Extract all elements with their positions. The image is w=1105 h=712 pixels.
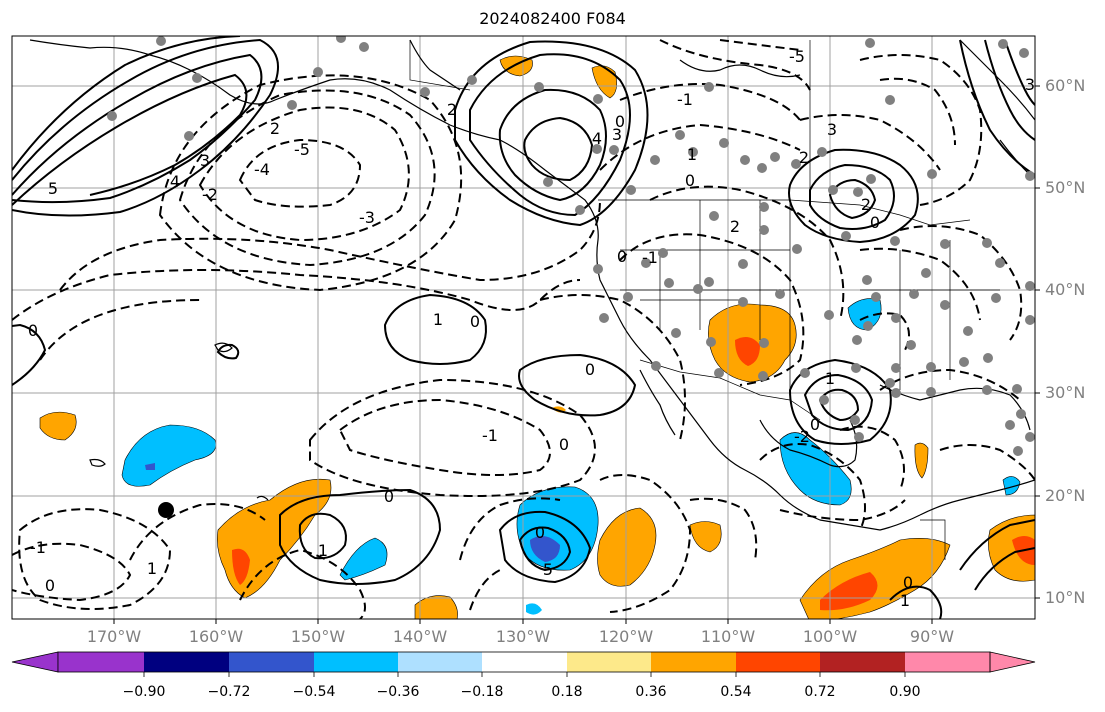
contour-label: 3 <box>612 125 622 144</box>
contour-label-group: 5 4 3 2 -5 -4 -3 -2 0 1 0 0 -1 0 1 0 -1 … <box>28 47 1035 610</box>
colorbar <box>11 651 1036 677</box>
contour-label: 1 <box>900 591 910 610</box>
contour-label: -1 <box>642 248 658 267</box>
contour-label: 1 <box>147 559 157 578</box>
colorbar-segment <box>567 652 651 672</box>
lon-label: 90°W <box>909 627 955 646</box>
contour-label: 2 <box>447 100 457 119</box>
highlight-station-marker <box>158 502 174 518</box>
positive-anomaly-fills <box>39 55 1035 619</box>
colorbar-segment <box>314 652 398 672</box>
colorbar-segment <box>820 652 905 672</box>
station-markers <box>107 36 1035 456</box>
contour-label: -1 <box>482 426 498 445</box>
contour-label: -1 <box>677 90 693 109</box>
lon-label: 130°W <box>495 627 551 646</box>
contour-label: 3 <box>1025 75 1035 94</box>
lat-label: 10°N <box>1045 588 1086 607</box>
lon-label: 120°W <box>598 627 654 646</box>
colorbar-tick-label: −0.90 <box>122 684 166 700</box>
contour-label: 5 <box>543 560 553 579</box>
lon-label: 100°W <box>802 627 858 646</box>
colorbar-frame <box>57 651 991 673</box>
contour-label: 0 <box>810 415 820 434</box>
colorbar-tick-label: 0.90 <box>889 684 921 700</box>
lat-label: 40°N <box>1045 280 1086 299</box>
contour-label: 1 <box>433 310 443 329</box>
colorbar-segment <box>736 652 820 672</box>
colorbar-tick-label: 0.18 <box>551 684 583 700</box>
contour-label: 0 <box>384 487 394 506</box>
contour-label: 3 <box>827 120 837 139</box>
contour-label: -3 <box>359 208 375 227</box>
contour-label: 0 <box>585 360 595 379</box>
lon-label: 110°W <box>700 627 756 646</box>
contour-label: 1 <box>825 369 835 388</box>
contour-label: 0 <box>870 213 880 232</box>
contour-label: 0 <box>559 435 569 454</box>
colorbar-tick-label: −0.18 <box>460 684 504 700</box>
colorbar-tick-label: 0.54 <box>720 684 752 700</box>
contour-label: -4 <box>254 160 270 179</box>
map-title: 2024082400 F084 <box>479 9 626 28</box>
lon-label: 150°W <box>290 627 346 646</box>
colorbar-segment <box>398 652 482 672</box>
contour-label: 2 <box>730 217 740 236</box>
colorbar-segment <box>144 652 229 672</box>
colorbar-segment <box>905 652 990 672</box>
colorbar-tick-label: 0.36 <box>635 684 667 700</box>
lat-lon-grid <box>12 36 1035 619</box>
contour-label: 3 <box>200 151 210 170</box>
contour-label: 2 <box>270 119 280 138</box>
negative-anomaly-fills <box>121 298 1021 615</box>
contour-label: 0 <box>535 523 545 542</box>
contour-label: 2 <box>799 148 809 167</box>
contour-label: 1 <box>318 541 328 560</box>
colorbar-tick-label: −0.72 <box>207 684 251 700</box>
contour-label: -1 <box>30 538 46 557</box>
contour-label: -5 <box>294 140 310 159</box>
contour-label: 0 <box>903 573 913 592</box>
colorbar-segment <box>651 652 736 672</box>
contour-label: 0 <box>617 247 627 266</box>
colorbar-tick-label: −0.36 <box>376 684 420 700</box>
lat-label: 20°N <box>1045 486 1086 505</box>
positive-contours <box>12 36 1035 619</box>
colorbar-segment <box>58 652 144 672</box>
lon-label: 160°W <box>188 627 244 646</box>
lat-label: 30°N <box>1045 383 1086 402</box>
colorbar-tick-label: 0.72 <box>804 684 836 700</box>
lat-label: 60°N <box>1045 76 1086 95</box>
colorbar-tick-label: −0.54 <box>292 684 336 700</box>
contour-label: 4 <box>170 172 180 191</box>
lon-label: 140°W <box>392 627 448 646</box>
lon-label: 170°W <box>86 627 142 646</box>
contour-label: 0 <box>615 112 625 131</box>
colorbar-extend-left <box>11 651 59 673</box>
contour-label: 1 <box>687 145 697 164</box>
contour-label: -2 <box>202 185 218 204</box>
political-borders <box>409 40 1000 560</box>
lat-label: 50°N <box>1045 178 1086 197</box>
colorbar-segment <box>229 652 314 672</box>
contour-label: 5 <box>48 179 58 198</box>
contour-label: -2 <box>794 427 810 446</box>
contour-label: -5 <box>789 47 805 66</box>
contour-label: 0 <box>28 321 38 340</box>
contour-label: 0 <box>685 171 695 190</box>
contour-label: 2 <box>861 195 871 214</box>
contour-label: 4 <box>592 129 602 148</box>
colorbar-segment <box>482 652 567 672</box>
axis-ticks <box>113 85 1040 624</box>
colorbar-extend-right <box>989 651 1036 673</box>
contour-label: 0 <box>45 576 55 595</box>
contour-label: 0 <box>470 312 480 331</box>
negative-contours <box>12 39 1035 619</box>
